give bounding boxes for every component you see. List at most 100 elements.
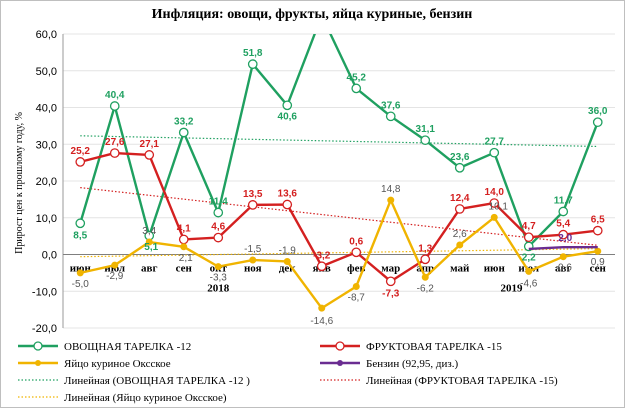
series-line — [79, 34, 599, 248]
x-tick-label: фев — [347, 263, 365, 275]
data-label: 40,4 — [105, 90, 125, 101]
data-label: 37,6 — [381, 100, 401, 111]
legend-item: ОВОЩНАЯ ТАРЕЛКА -12 — [18, 341, 191, 353]
data-label: 27,1 — [140, 139, 160, 150]
data-point — [489, 147, 500, 158]
x-tick-label: май — [450, 263, 470, 275]
data-point — [144, 150, 155, 160]
data-label: 5,4 — [556, 219, 570, 230]
legend-label: Бензин (92,95, диз.) — [366, 358, 458, 370]
data-point — [318, 304, 326, 312]
data-point — [594, 247, 602, 255]
data-point — [214, 263, 222, 271]
data-point — [351, 247, 362, 258]
legend-item: Бензин (92,95, диз.) — [320, 358, 458, 370]
data-label: 1,3 — [418, 243, 432, 254]
data-label: 12,4 — [450, 193, 470, 204]
data-point — [213, 207, 224, 218]
data-label: 36,0 — [588, 106, 608, 117]
data-point — [178, 127, 189, 138]
legend-item: Линейная (Яйцо куриное Оксское) — [18, 392, 227, 404]
data-label: 8,5 — [73, 230, 87, 241]
data-label: 0,9 — [591, 257, 605, 268]
legend-marker — [335, 341, 345, 351]
data-point — [109, 101, 120, 111]
x-tick-label: авг — [141, 263, 157, 275]
data-point — [420, 254, 431, 265]
data-label: 31,1 — [416, 124, 436, 135]
data-label: -4,6 — [520, 278, 538, 289]
data-point — [282, 100, 293, 111]
legend-label: Линейная (ОВОЩНАЯ ТАРЕЛКА -12 ) — [64, 375, 250, 387]
year-label: 2018 — [207, 283, 230, 295]
data-point — [490, 213, 498, 221]
data-point — [525, 267, 533, 275]
data-point — [247, 200, 258, 210]
legend-item: ФРУКТОВАЯ ТАРЕЛКА -15 — [320, 341, 502, 353]
series-3 — [528, 245, 598, 251]
data-point — [76, 269, 84, 277]
y-tick-label: 40,0 — [36, 103, 57, 115]
data-point — [109, 148, 120, 158]
data-point — [592, 225, 603, 236]
trendline — [80, 248, 598, 258]
data-point — [283, 257, 291, 265]
year-label: 2019 — [501, 283, 524, 295]
y-tick-label: 20,0 — [36, 176, 57, 188]
series-line — [79, 198, 598, 310]
legend-label: ФРУКТОВАЯ ТАРЕЛКА -15 — [366, 341, 502, 353]
data-label: -1,9 — [279, 245, 297, 256]
data-point — [352, 282, 360, 290]
data-label: 4,6 — [211, 222, 225, 233]
legend-label: ОВОЩНАЯ ТАРЕЛКА -12 — [64, 341, 191, 353]
data-label: 33,2 — [174, 116, 194, 127]
legend-marker — [35, 360, 41, 366]
data-point — [247, 59, 258, 69]
data-label: -6,2 — [417, 283, 435, 294]
y-axis-label: Прирост цен к прошлому году, % — [14, 112, 25, 254]
data-point — [249, 256, 257, 264]
y-tick-label: 10,0 — [36, 213, 57, 225]
data-point — [385, 276, 396, 287]
data-label: -7,3 — [382, 288, 400, 299]
series-line — [79, 151, 598, 283]
data-point — [316, 261, 327, 272]
data-label: 10,1 — [489, 201, 509, 212]
data-label: 51,8 — [243, 48, 263, 59]
data-label: 14,8 — [381, 184, 401, 195]
data-point — [387, 196, 395, 204]
data-label: 3,4 — [142, 226, 156, 237]
y-tick-label: 50,0 — [36, 66, 57, 78]
data-point — [558, 206, 569, 217]
trendline — [80, 187, 598, 246]
data-label: 2,0 — [558, 233, 572, 244]
data-point — [75, 157, 86, 167]
data-label: 2,6 — [453, 229, 467, 240]
legend-label: Яйцо куриное Оксское — [64, 358, 171, 370]
data-label: -5,0 — [72, 279, 90, 290]
series-lines — [75, 34, 603, 312]
data-point — [421, 273, 429, 281]
series-0 — [75, 34, 603, 252]
data-label: 4,7 — [522, 221, 536, 232]
data-point — [111, 261, 119, 269]
data-point — [454, 204, 465, 214]
data-label: -3,2 — [313, 250, 331, 261]
chart-title: Инфляция: овощи, фрукты, яйца куриные, б… — [152, 7, 473, 22]
x-tick-label: авг — [555, 263, 571, 275]
series-line — [528, 245, 598, 251]
data-point — [145, 238, 153, 246]
data-point — [420, 135, 431, 146]
legend-item: Линейная (ФРУКТОВАЯ ТАРЕЛКА -15) — [320, 375, 558, 387]
data-point — [75, 218, 86, 229]
data-point — [489, 198, 500, 208]
y-tick-label: -20,0 — [32, 323, 57, 335]
x-tick-label: сен — [590, 263, 607, 275]
data-label: 2,2 — [522, 252, 536, 263]
data-label: 13,5 — [243, 189, 263, 200]
data-label: 45,2 — [347, 72, 367, 83]
data-point — [213, 232, 224, 243]
trendlines — [80, 135, 598, 258]
data-label: 27,7 — [485, 137, 505, 148]
